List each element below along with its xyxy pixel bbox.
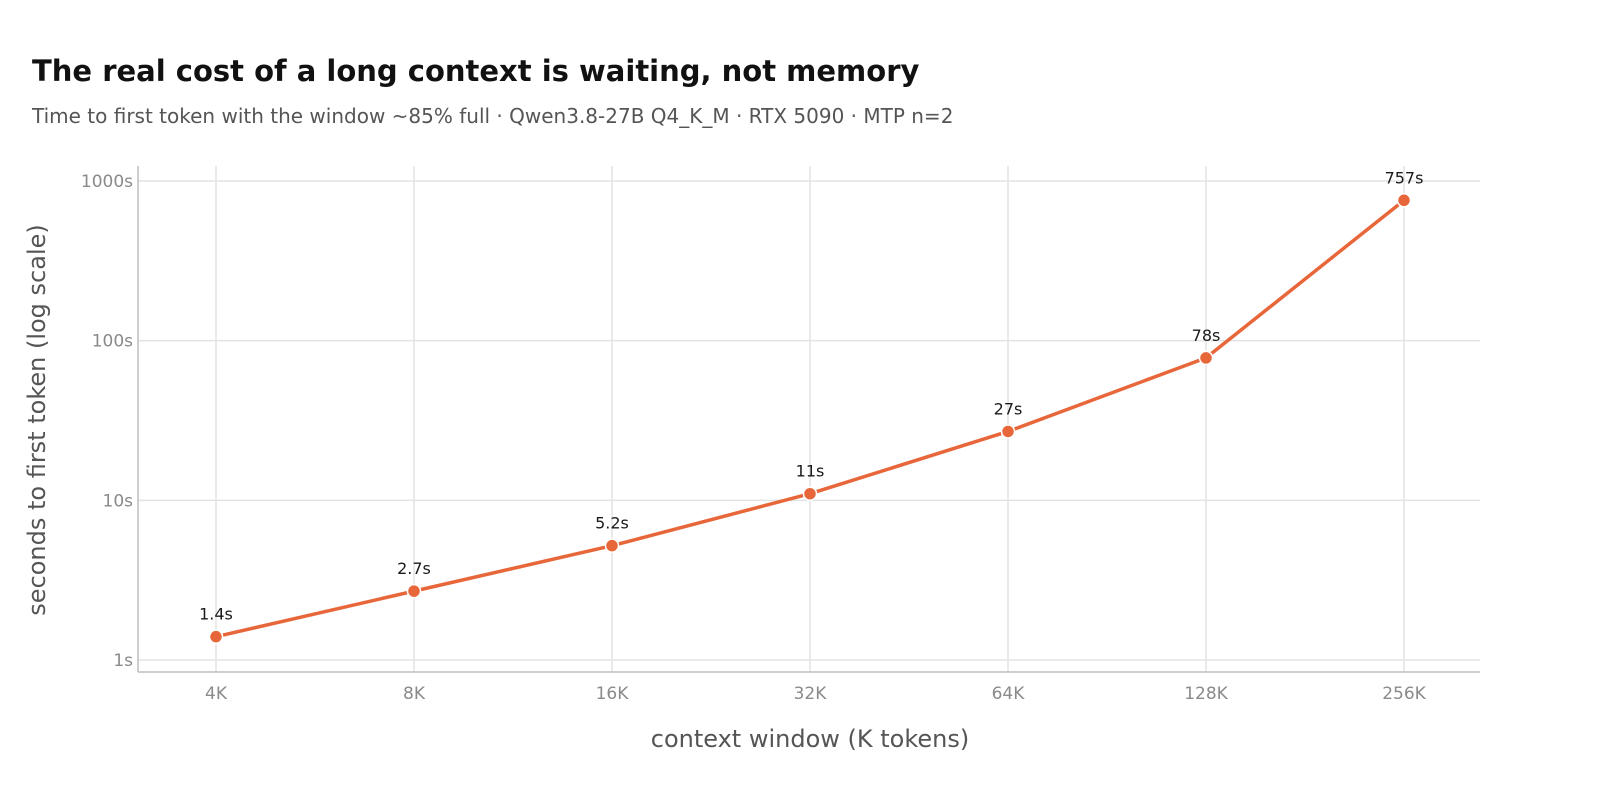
x-tick-label: 64K <box>992 684 1026 704</box>
y-axis-title: seconds to first token (log scale) <box>23 224 51 616</box>
x-tick-label: 8K <box>403 684 426 704</box>
data-label: 2.7s <box>397 559 431 578</box>
x-tick-label: 128K <box>1184 684 1228 704</box>
data-label: 27s <box>994 399 1023 418</box>
data-point <box>1000 424 1016 439</box>
data-point <box>208 629 224 644</box>
x-tick-label: 32K <box>794 684 828 704</box>
data-point <box>1396 193 1412 208</box>
data-point <box>802 486 818 501</box>
x-axis-title: context window (K tokens) <box>651 725 969 753</box>
x-tick-label: 16K <box>596 684 630 704</box>
data-label: 757s <box>1385 168 1424 187</box>
data-label: 78s <box>1192 326 1221 345</box>
y-tick-label: 10s <box>103 491 134 511</box>
data-point <box>1198 350 1214 366</box>
data-point <box>406 583 422 599</box>
chart-subtitle: Time to first token with the window ~85%… <box>32 104 954 128</box>
x-tick-label: 4K <box>205 684 228 704</box>
data-point <box>604 538 620 553</box>
x-tick-label: 256K <box>1382 684 1426 704</box>
chart-title: The real cost of a long context is waiti… <box>32 54 920 88</box>
y-tick-label: 1000s <box>81 172 133 192</box>
y-tick-label: 1s <box>113 651 133 671</box>
data-label: 11s <box>796 462 825 481</box>
y-tick-label: 100s <box>92 332 133 352</box>
data-label: 1.4s <box>199 605 233 624</box>
data-label: 5.2s <box>595 514 629 533</box>
